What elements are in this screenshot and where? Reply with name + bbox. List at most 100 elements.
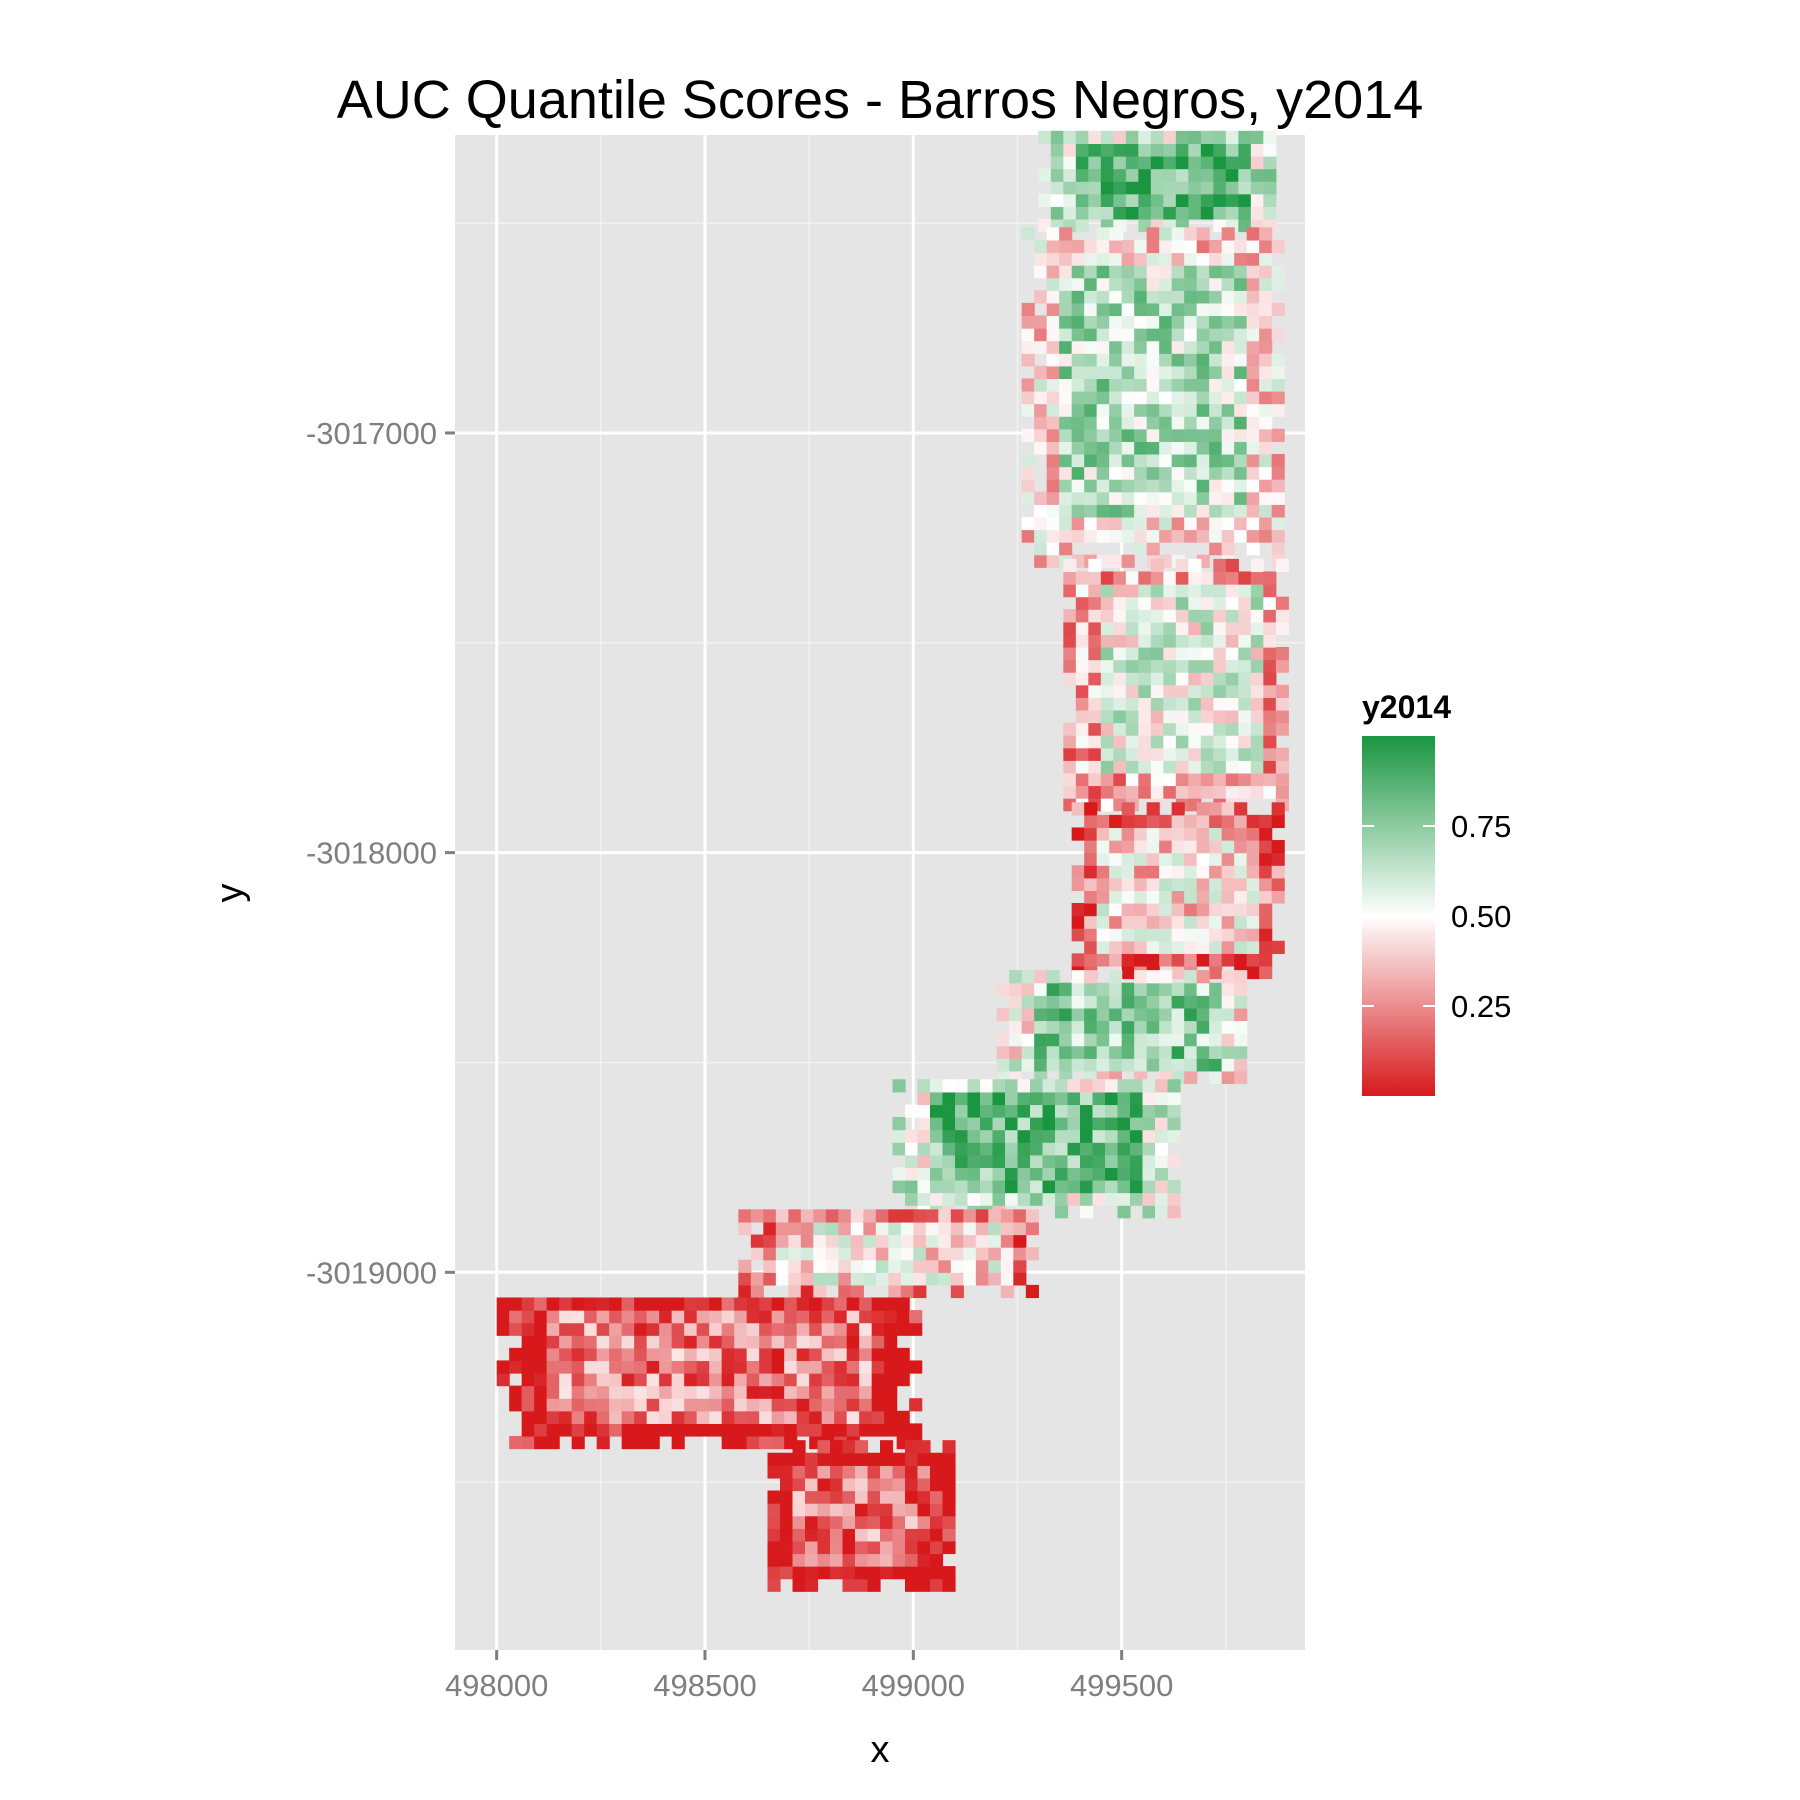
heatmap-cell	[1188, 659, 1202, 673]
heatmap-cell	[1246, 852, 1260, 866]
heatmap-cell	[1250, 181, 1264, 195]
heatmap-cell	[1138, 697, 1152, 711]
heatmap-cell	[880, 1465, 894, 1479]
heatmap-cell	[1134, 1033, 1148, 1047]
heatmap-cell	[1225, 596, 1239, 610]
heatmap-cell	[817, 1540, 831, 1555]
heatmap-cell	[1109, 479, 1123, 493]
heatmap-cell	[942, 1452, 956, 1466]
heatmap-cell	[750, 1284, 764, 1299]
heatmap-cell	[938, 1221, 952, 1236]
heatmap-cell	[988, 1234, 1002, 1248]
heatmap-cell	[1100, 621, 1114, 636]
heatmap-cell	[967, 1079, 981, 1093]
heatmap-cell	[1046, 239, 1060, 254]
heatmap-cell	[1263, 634, 1277, 648]
heatmap-cell	[855, 1452, 869, 1466]
heatmap-cell	[1088, 646, 1102, 661]
heatmap-cell	[1146, 353, 1160, 367]
heatmap-cell	[1171, 453, 1185, 468]
heatmap-cell	[709, 1347, 723, 1362]
heatmap-cell	[792, 1578, 806, 1592]
heatmap-cell	[967, 1117, 981, 1131]
heatmap-cell	[1196, 479, 1210, 493]
heatmap-cell	[938, 1272, 952, 1286]
heatmap-cell	[1059, 542, 1073, 556]
heatmap-cell	[1046, 403, 1060, 417]
heatmap-cell	[1146, 529, 1160, 543]
heatmap-cell	[834, 1322, 848, 1336]
heatmap-cell	[1234, 827, 1248, 841]
heatmap-cell	[1159, 516, 1173, 531]
heatmap-cell	[1105, 1104, 1119, 1118]
heatmap-cell	[684, 1347, 698, 1362]
heatmap-cell	[1055, 1104, 1069, 1118]
heatmap-cell	[1125, 659, 1139, 673]
heatmap-cell	[559, 1423, 573, 1437]
heatmap-cell	[930, 1528, 944, 1542]
heatmap-cell	[1250, 785, 1264, 799]
heatmap-cell	[1109, 403, 1123, 417]
heatmap-cell	[1246, 365, 1260, 380]
heatmap-cell	[1100, 130, 1114, 144]
heatmap-cell	[884, 1410, 898, 1424]
heatmap-cell	[1121, 516, 1135, 531]
heatmap-cell	[1096, 840, 1110, 854]
heatmap-cell	[1171, 1033, 1185, 1047]
heatmap-cell	[1238, 634, 1252, 648]
heatmap-cell	[671, 1297, 685, 1311]
heatmap-cell	[1150, 659, 1164, 673]
heatmap-cell	[546, 1297, 560, 1311]
heatmap-cell	[1225, 130, 1239, 144]
heatmap-cell	[1259, 239, 1273, 254]
heatmap-cell	[888, 1247, 902, 1261]
heatmap-cell	[1046, 479, 1060, 493]
heatmap-cell	[1034, 1007, 1048, 1022]
heatmap-cell	[1113, 772, 1127, 787]
heatmap-cell	[1109, 378, 1123, 392]
heatmap-cell	[1246, 940, 1260, 954]
heatmap-cell	[1196, 416, 1210, 430]
heatmap-cell	[1209, 390, 1223, 405]
heatmap-cell	[1138, 684, 1152, 698]
heatmap-cell	[1134, 340, 1148, 354]
heatmap-cell	[1221, 453, 1235, 468]
heatmap-cell	[609, 1297, 623, 1311]
heatmap-cell	[1184, 428, 1198, 442]
heatmap-cell	[1146, 1033, 1160, 1047]
heatmap-cell	[942, 1192, 956, 1206]
heatmap-cell	[1250, 684, 1264, 698]
heatmap-cell	[1196, 1058, 1210, 1072]
heatmap-cell	[1109, 353, 1123, 367]
heatmap-cell	[1184, 252, 1198, 266]
heatmap-cell	[884, 1310, 898, 1324]
heatmap-cell	[1188, 571, 1202, 585]
heatmap-cell	[1175, 747, 1189, 761]
heatmap-cell	[1138, 634, 1152, 648]
heatmap-cell	[1146, 840, 1160, 854]
heatmap-cell	[1109, 315, 1123, 329]
heatmap-cell	[1171, 353, 1185, 367]
heatmap-cell	[1175, 684, 1189, 698]
heatmap-cell	[784, 1347, 798, 1362]
heatmap-cell	[1225, 646, 1239, 661]
heatmap-cell	[992, 1167, 1006, 1181]
heatmap-cell	[534, 1410, 548, 1424]
heatmap-cell	[788, 1284, 802, 1299]
heatmap-cell	[1263, 697, 1277, 711]
heatmap-cell	[942, 1515, 956, 1529]
heatmap-cell	[1196, 516, 1210, 531]
heatmap-cell	[746, 1423, 760, 1437]
heatmap-cell	[1105, 1154, 1119, 1168]
heatmap-cell	[1146, 340, 1160, 354]
heatmap-cell	[1163, 206, 1177, 220]
heatmap-cell	[1013, 1209, 1027, 1223]
heatmap-cell	[1034, 491, 1048, 505]
heatmap-cell	[825, 1221, 839, 1236]
heatmap-cell	[1138, 772, 1152, 787]
heatmap-cell	[1188, 747, 1202, 761]
heatmap-cell	[1084, 315, 1098, 329]
heatmap-cell	[1130, 1129, 1144, 1143]
heatmap-cell	[796, 1322, 810, 1336]
heatmap-cell	[817, 1452, 831, 1466]
